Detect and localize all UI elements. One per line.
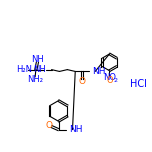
Text: H₂N: H₂N	[16, 64, 32, 74]
Text: NH: NH	[31, 55, 44, 64]
Text: O: O	[78, 77, 85, 86]
Text: NO: NO	[103, 73, 116, 82]
Text: HCl: HCl	[130, 79, 147, 89]
Text: NH: NH	[92, 67, 106, 76]
Text: NH: NH	[69, 125, 83, 134]
Text: 2: 2	[113, 78, 117, 83]
Text: O: O	[106, 76, 113, 85]
Text: NH₂: NH₂	[27, 75, 43, 84]
Text: O: O	[45, 121, 52, 130]
Text: NH: NH	[34, 64, 46, 74]
